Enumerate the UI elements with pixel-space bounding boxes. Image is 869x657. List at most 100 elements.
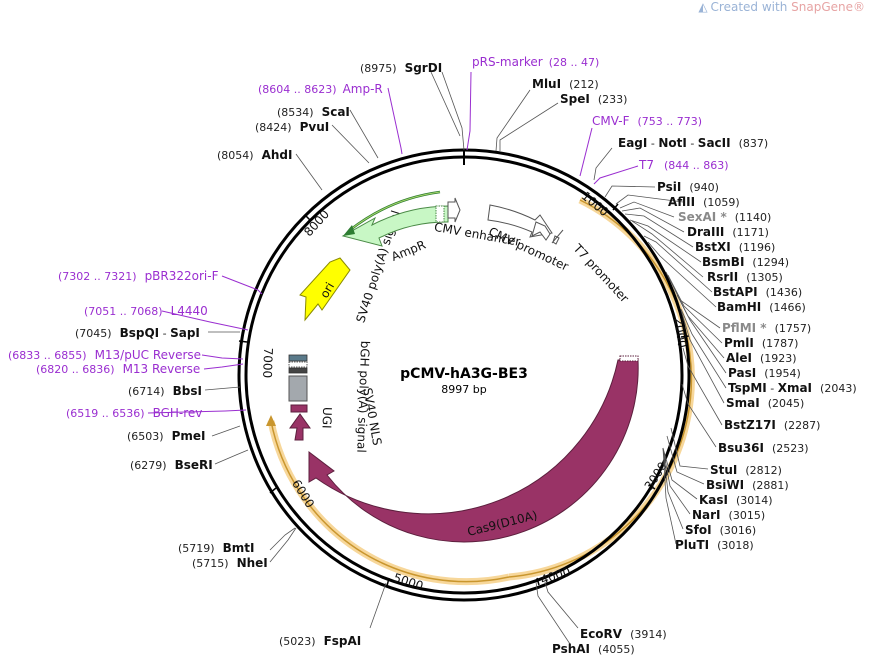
enzyme-kasi-name: KasI: [699, 493, 728, 507]
watermark-registered: ®: [853, 0, 865, 14]
enzyme-bstapi-pos: (1436): [766, 286, 803, 299]
enzyme-draiii-pos: (1171): [732, 226, 769, 239]
enzyme-sapi-name: SapI: [170, 326, 200, 340]
enzyme-bstxi-name: BstXI: [695, 240, 731, 254]
enzyme-sgrdi-name: SgrDI: [405, 61, 443, 75]
enzyme-eagi-noti-sacii: EagI - NotI - SacII (837): [618, 136, 768, 150]
enzyme-pmli-pos: (1787): [762, 337, 799, 350]
primer-m13-puc-reverse-range: (6833 .. 6855): [8, 349, 87, 362]
enzyme-draiii: DraIII (1171): [687, 225, 769, 239]
primer-pbr322ori-f-range: (7302 .. 7321): [58, 270, 137, 283]
enzyme-nari-name: NarI: [692, 508, 721, 522]
enzyme-pmei-name: PmeI: [172, 429, 206, 443]
enzyme-psii-name: PsiI: [657, 180, 681, 194]
enzyme-bseri-pos: (6279): [130, 459, 167, 472]
enzyme-ecorv: EcoRV (3914): [580, 627, 667, 641]
enzyme-kasi-pos: (3014): [736, 494, 773, 507]
enzyme-ahdi: (8054) AhdI: [217, 148, 292, 162]
enzyme-sfoi: SfoI (3016): [685, 523, 756, 537]
snapgene-watermark: ◭ Created with SnapGene®: [698, 0, 865, 14]
enzyme-tspmi-pos: (2043): [820, 382, 857, 395]
tick-label-2000: 2000: [671, 317, 689, 349]
enzyme-pmei-pos: (6503): [127, 430, 164, 443]
primer-amp-r-name: Amp-R: [343, 82, 383, 96]
primer-cmv-f-name: CMV-F: [592, 114, 630, 128]
enzyme-bbsi-name: BbsI: [173, 384, 202, 398]
enzyme-scai: (8534) ScaI: [277, 105, 350, 119]
enzyme-eagi-name: EagI: [618, 136, 647, 150]
enzyme-bsmbi-name: BsmBI: [702, 255, 744, 269]
enzyme-pasi-name: PasI: [728, 366, 756, 380]
enzyme-bmti-pos: (5719): [178, 542, 215, 555]
enzyme-pmli-name: PmlI: [724, 336, 754, 350]
enzyme-scai-name: ScaI: [322, 105, 350, 119]
enzyme-sfoi-pos: (3016): [720, 524, 757, 537]
enzyme-bstxi-pos: (1196): [739, 241, 776, 254]
tick-label-6000: 6000: [289, 477, 317, 510]
enzyme-alei-pos: (1923): [760, 352, 797, 365]
primer-amp-r-range: (8604 .. 8623): [258, 83, 337, 96]
enzyme-bsiwi-name: BsiWI: [706, 478, 744, 492]
enzyme-sgrdi-pos: (8975): [360, 62, 397, 75]
enzyme-nari-pos: (3015): [729, 509, 766, 522]
small-marker-1: [288, 354, 308, 362]
enzyme-pflmi-pos: (1757): [775, 322, 812, 335]
enzyme-bstz17i-pos: (2287): [784, 419, 821, 432]
primer-bgh-rev-name: BGH-rev: [153, 406, 203, 420]
primer-pbr322ori-f: (7302 .. 7321) pBR322ori-F: [58, 269, 219, 283]
primer-m13-reverse-range: (6820 .. 6836): [36, 363, 115, 376]
enzyme-pasi-pos: (1954): [764, 367, 801, 380]
primer-l4440-name: L4440: [171, 304, 208, 318]
enzyme-pflmi: PflMI * (1757): [722, 321, 811, 335]
enzyme-tspmi-xmai: TspMI - XmaI (2043): [728, 381, 857, 395]
watermark-prefix: Created with: [710, 0, 792, 14]
enzyme-aflii-name: AflII: [668, 195, 695, 209]
ampr-mark: [435, 205, 445, 223]
enzyme-bsmbi: BsmBI (1294): [702, 255, 789, 269]
ugi-feature: [289, 413, 311, 441]
cas9-feature: [308, 359, 639, 543]
enzyme-bbsi: (6714) BbsI: [128, 384, 202, 398]
small-marker-3: [288, 367, 308, 374]
enzyme-bamhi-pos: (1466): [769, 301, 806, 314]
enzyme-pshai-name: PshAI: [552, 642, 590, 656]
primer-leader-lines: [147, 71, 639, 414]
enzyme-spei: SpeI (233): [560, 92, 627, 106]
enzyme-smai-pos: (2045): [768, 397, 805, 410]
ampr-label: AmpR: [389, 238, 427, 264]
enzyme-pvui: (8424) PvuI: [255, 120, 329, 134]
enzyme-nhei: (5715) NheI: [192, 556, 268, 570]
enzyme-sgrdi: (8975) SgrDI: [360, 61, 442, 75]
enzyme-pshai: PshAI (4055): [552, 642, 635, 656]
ori-feature: [299, 257, 351, 322]
enzyme-ecorv-name: EcoRV: [580, 627, 623, 641]
enzyme-bsu36i-name: Bsu36I: [718, 441, 764, 455]
primer-m13-puc-reverse-name: M13/pUC Reverse: [95, 348, 202, 362]
enzyme-sep: -: [687, 137, 698, 150]
ampr-promoter-arrow: [447, 197, 461, 223]
ugi-label: UGI: [320, 407, 335, 429]
primer-m13-reverse: (6820 .. 6836) M13 Reverse: [36, 362, 200, 376]
primer-m13-reverse-name: M13 Reverse: [123, 362, 201, 376]
primer-t7-name: T7: [638, 158, 654, 172]
t7-promoter-arrow: [552, 235, 560, 245]
enzyme-bstz17i-name: BstZ17I: [724, 418, 776, 432]
sv40-nls-feature: [290, 404, 308, 413]
enzyme-ahdi-pos: (8054): [217, 149, 254, 162]
primer-prs-marker-range: (28 .. 47): [549, 56, 600, 69]
enzyme-bstxi: BstXI (1196): [695, 240, 775, 254]
enzyme-ecorv-pos: (3914): [630, 628, 667, 641]
enzyme-bsu36i: Bsu36I (2523): [718, 441, 809, 455]
enzyme-bmti: (5719) BmtI: [178, 541, 254, 555]
enzyme-pflmi-name: PflMI *: [722, 321, 767, 335]
enzyme-psii: PsiI (940): [657, 180, 719, 194]
enzyme-psii-pos: (940): [689, 181, 719, 194]
enzyme-aflii: AflII (1059): [668, 195, 740, 209]
enzyme-pluti-name: PluTI: [675, 538, 709, 552]
enzyme-spei-pos: (233): [598, 93, 628, 106]
highlight-arrowhead: [266, 415, 276, 426]
enzyme-stui-name: StuI: [710, 463, 737, 477]
enzyme-sexai: SexAI * (1140): [678, 210, 771, 224]
primer-l4440: (7051 .. 7068) L4440: [84, 304, 208, 318]
cas9-mark: [619, 355, 639, 362]
